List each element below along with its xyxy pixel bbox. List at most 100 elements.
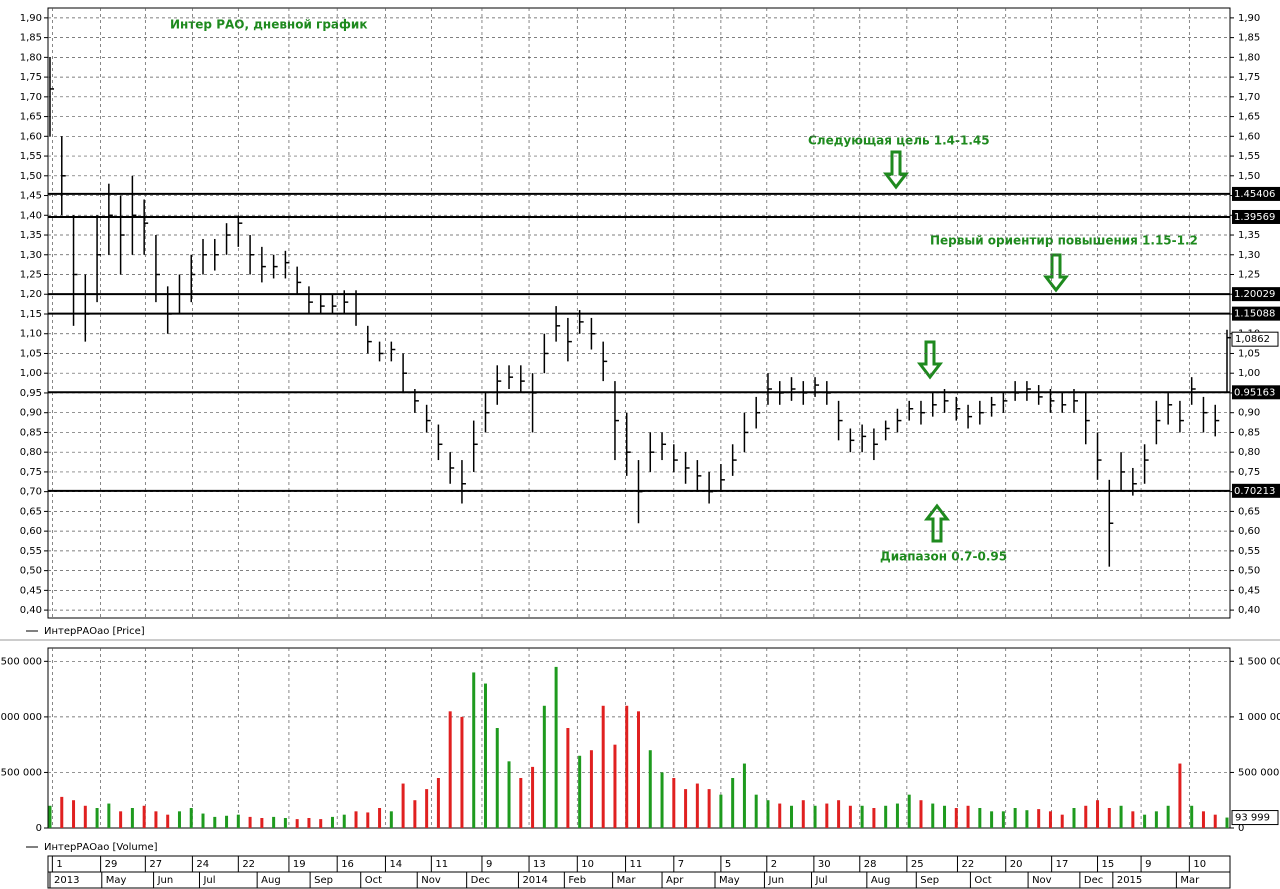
volume-bar bbox=[495, 728, 499, 828]
y-tick-label: 0,40 bbox=[20, 605, 42, 616]
volume-bar bbox=[1190, 805, 1194, 828]
volume-bar bbox=[778, 803, 782, 828]
volume-bar bbox=[1143, 814, 1147, 828]
y-tick-label: 1,50 bbox=[20, 171, 42, 182]
x-tick-label: 11 bbox=[435, 859, 448, 870]
volume-bar bbox=[1013, 808, 1017, 828]
arrow-down bbox=[882, 150, 910, 190]
volume-bar bbox=[330, 816, 334, 828]
volume-bar bbox=[1060, 814, 1064, 828]
y-tick-label: 0,85 bbox=[1238, 427, 1260, 438]
month-label: Sep bbox=[314, 875, 333, 886]
volume-bar bbox=[742, 763, 746, 828]
month-label: May bbox=[106, 875, 127, 886]
x-tick-label: 2 bbox=[771, 859, 777, 870]
x-tick-label: 17 bbox=[1056, 859, 1069, 870]
volume-bar bbox=[177, 811, 181, 828]
volume-bar bbox=[519, 778, 523, 828]
volume-bar bbox=[319, 819, 323, 828]
y-tick-label: 0,75 bbox=[20, 467, 42, 478]
volume-bar bbox=[542, 705, 546, 828]
y-tick-label: 1,85 bbox=[1238, 33, 1260, 44]
y-tick-label: 1,50 bbox=[1238, 171, 1260, 182]
volume-bar bbox=[166, 814, 170, 828]
arrow-down bbox=[1042, 253, 1070, 293]
volume-bar bbox=[848, 805, 852, 828]
volume-bar bbox=[354, 811, 358, 828]
month-label: Oct bbox=[974, 875, 991, 886]
y-tick-label: 1,70 bbox=[1238, 92, 1260, 103]
chart-title: Интер РАО, дневной график bbox=[170, 18, 367, 32]
volume-bar bbox=[248, 816, 252, 828]
volume-bar bbox=[566, 728, 570, 828]
x-tick-label: 10 bbox=[581, 859, 594, 870]
volume-bar bbox=[1001, 811, 1005, 828]
y-tick-label: 1,40 bbox=[20, 210, 42, 221]
volume-bar bbox=[695, 783, 699, 828]
volume-bar bbox=[1084, 805, 1088, 828]
month-label: Jun bbox=[157, 875, 174, 886]
last-price-label: 1,0862 bbox=[1235, 334, 1270, 345]
x-tick-label: 28 bbox=[864, 859, 877, 870]
month-label: Mar bbox=[617, 875, 637, 886]
y-tick-label: 1 000 000 bbox=[0, 712, 42, 723]
volume-bar bbox=[378, 808, 382, 828]
y-tick-label: 1,25 bbox=[1238, 270, 1260, 281]
volume-bar bbox=[731, 778, 735, 828]
x-tick-label: 27 bbox=[149, 859, 162, 870]
month-label: 2015 bbox=[1117, 875, 1142, 886]
month-label: Dec bbox=[471, 875, 490, 886]
volume-bar bbox=[342, 814, 346, 828]
volume-bar bbox=[578, 755, 582, 828]
level-label-box bbox=[1232, 385, 1280, 400]
volume-bar bbox=[142, 805, 146, 828]
y-tick-label: 1,05 bbox=[20, 348, 42, 359]
volume-bar bbox=[225, 815, 229, 828]
y-tick-label: 0,65 bbox=[1238, 506, 1260, 517]
volume-bar bbox=[1048, 811, 1052, 828]
volume-bar bbox=[130, 808, 134, 828]
x-tick-label: 30 bbox=[818, 859, 831, 870]
volume-bar bbox=[978, 808, 982, 828]
level-label: 1.45406 bbox=[1234, 189, 1275, 200]
x-tick-label: 7 bbox=[678, 859, 684, 870]
y-tick-label: 1,10 bbox=[20, 329, 42, 340]
x-tick-label: 9 bbox=[486, 859, 492, 870]
volume-bar bbox=[507, 761, 511, 828]
x-tick-label: 25 bbox=[911, 859, 924, 870]
annotation: Первый ориентир повышения 1.15-1.2 bbox=[930, 234, 1198, 248]
y-tick-label: 1,05 bbox=[1238, 348, 1260, 359]
volume-bar bbox=[684, 789, 688, 828]
y-tick-label: 1,35 bbox=[20, 230, 42, 241]
y-tick-label: 1,55 bbox=[1238, 151, 1260, 162]
volume-bar bbox=[625, 705, 629, 828]
volume-bar bbox=[1037, 809, 1041, 828]
month-label: Nov bbox=[1032, 875, 1052, 886]
volume-bar bbox=[613, 744, 617, 828]
y-tick-label: 1,70 bbox=[20, 92, 42, 103]
volume-bar bbox=[1213, 814, 1217, 828]
level-label: 1.15088 bbox=[1234, 309, 1275, 320]
y-tick-label: 1,30 bbox=[20, 250, 42, 261]
y-tick-label: 0,75 bbox=[1238, 467, 1260, 478]
y-tick-label: 0,45 bbox=[20, 585, 42, 596]
last-value-box bbox=[1231, 810, 1279, 826]
x-tick-label: 20 bbox=[1010, 859, 1023, 870]
y-tick-label: 0,40 bbox=[1238, 605, 1260, 616]
volume-bar bbox=[1178, 763, 1182, 828]
volume-bar bbox=[1154, 811, 1158, 828]
volume-bar bbox=[1025, 810, 1029, 828]
x-tick-label: 15 bbox=[1102, 859, 1115, 870]
y-tick-label: 0,80 bbox=[1238, 447, 1260, 458]
volume-bar bbox=[554, 666, 558, 828]
level-label: 1.20029 bbox=[1234, 289, 1275, 300]
volume-bar bbox=[990, 811, 994, 828]
volume-bar bbox=[766, 800, 770, 828]
x-tick-label: 22 bbox=[961, 859, 974, 870]
y-tick-label: 1,80 bbox=[1238, 52, 1260, 63]
volume-bar bbox=[837, 800, 841, 828]
volume-bar bbox=[825, 803, 829, 828]
x-tick-label: 1 bbox=[56, 859, 62, 870]
level-label: 1.39569 bbox=[1234, 212, 1275, 223]
